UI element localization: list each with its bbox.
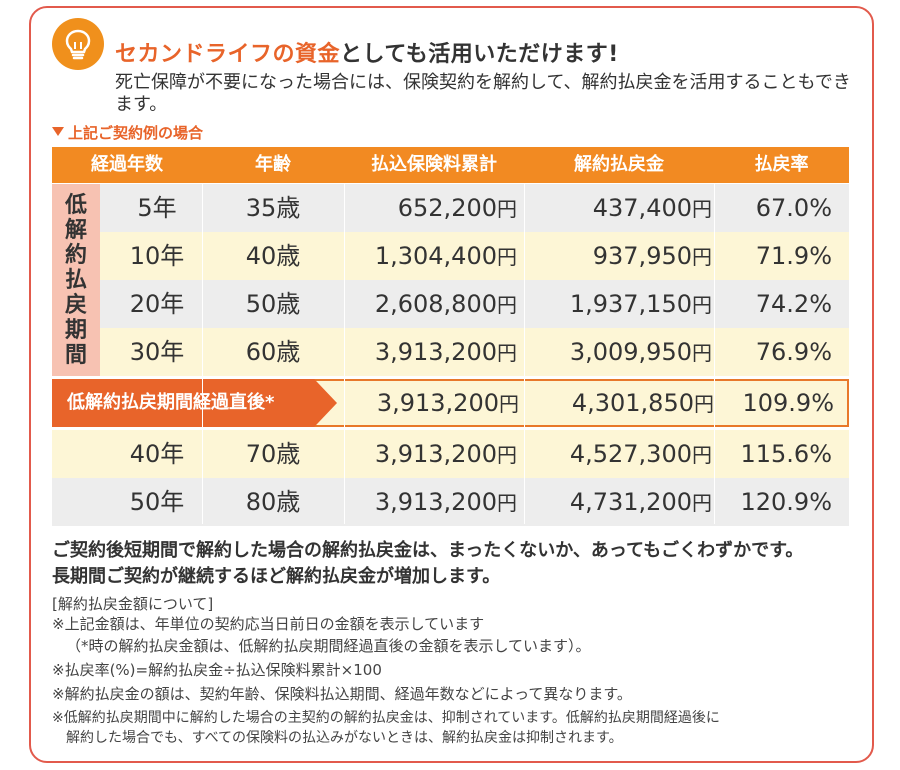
table-row: 10年 40歳 1,304,400円 937,950円 71.9%: [52, 232, 849, 280]
cell-paid: 1,304,400円: [374, 242, 517, 270]
cell-paid: 3,913,200円: [374, 488, 517, 516]
header-refund: 解約払戻金: [574, 154, 664, 175]
cell-age: 50歳: [245, 290, 301, 318]
cell-paid: 3,913,200円: [376, 389, 519, 417]
header-age: 年齢: [255, 154, 291, 175]
cell-age: 60歳: [245, 338, 301, 366]
cell-rate: 115.6%: [740, 440, 832, 468]
cell-age: 40歳: [245, 242, 301, 270]
note-line: 解約した場合でも、すべての保険料の払込みがないときは、解約払戻金は抑制されます。: [66, 730, 623, 746]
summary-line: 長期間ご契約が継続するほど解約払戻金が増加します。: [52, 566, 501, 587]
cell-age: 80歳: [245, 488, 301, 516]
heading-rest: としても活用いただけます!: [340, 42, 619, 67]
summary-line: ご契約後短期間で解約した場合の解約払戻金は、まったくないか、あってもごくわずかで…: [52, 540, 804, 561]
highlight-label: 低解約払戻期間経過直後*: [52, 379, 337, 427]
table-row: 40年 70歳 3,913,200円 4,527,300円 115.6%: [52, 430, 849, 478]
sidebar-char: 払: [64, 267, 87, 293]
cell-rate: 120.9%: [740, 488, 832, 516]
cell-refund: 1,937,150円: [569, 290, 712, 318]
cell-refund: 437,400円: [592, 194, 712, 222]
note-line: ※解約払戻金の額は、契約年齢、保険料払込期間、経過年数などによって異なります。: [52, 685, 632, 703]
cell-rate: 71.9%: [755, 242, 832, 270]
header-rate: 払戻率: [754, 154, 809, 175]
example-label-text: 上記ご契約例の場合: [68, 124, 204, 142]
cell-years: 40年: [129, 440, 185, 468]
cell-age: 70歳: [245, 440, 301, 468]
cell-years: 30年: [129, 338, 185, 366]
cell-rate: 109.9%: [742, 389, 834, 417]
lightbulb-icon: [52, 18, 104, 70]
note-line: ※払戻率(%)=解約払戻金÷払込保険料累計×100: [52, 661, 382, 679]
table-row: 20年 50歳 2,608,800円 1,937,150円 74.2%: [52, 280, 849, 328]
cell-refund: 4,301,850円: [571, 389, 714, 417]
note-line: （*時の解約払戻金額は、低解約払戻期間経過直後の金額を表示しています）。: [66, 637, 591, 655]
header-years: 経過年数: [91, 154, 163, 175]
cell-paid: 3,913,200円: [374, 338, 517, 366]
sidebar-char: 間: [64, 342, 87, 368]
intro-text: 死亡保障が不要になった場合には、保険契約を解約して、解約払戻金を活用することもで…: [115, 72, 851, 115]
sidebar-char: 解: [64, 217, 87, 243]
column-divider: [202, 184, 203, 524]
table-row: 50年 80歳 3,913,200円 4,731,200円 120.9%: [52, 478, 849, 526]
cell-years: 5年: [137, 194, 177, 222]
low-refund-period-label: 低解約払戻期間: [52, 184, 100, 376]
header-paid: 払込保険料累計: [371, 154, 497, 175]
sidebar-char: 低: [64, 192, 87, 218]
cell-rate: 76.9%: [755, 338, 832, 366]
summary-text: ご契約後短期間で解約した場合の解約払戻金は、まったくないか、あってもごくわずかで…: [52, 538, 803, 590]
column-divider: [714, 184, 715, 524]
cell-years: 10年: [129, 242, 185, 270]
cell-years: 50年: [129, 488, 185, 516]
note-line: ※低解約払戻期間中に解約した場合の主契約の解約払戻金は、抑制されています。低解約…: [52, 710, 720, 726]
sidebar-char: 戻: [64, 292, 87, 318]
cell-refund: 937,950円: [592, 242, 712, 270]
cell-refund: 4,527,300円: [569, 440, 712, 468]
column-divider: [344, 184, 345, 524]
example-label: 上記ご契約例の場合: [52, 122, 203, 143]
cell-rate: 67.0%: [755, 194, 832, 222]
triangle-down-icon: [52, 127, 64, 136]
highlight-row: 低解約払戻期間経過直後* 3,913,200円 4,301,850円 109.9…: [52, 379, 849, 427]
note-line: ※上記金額は、年単位の契約応当日前日の金額を表示しています: [52, 615, 485, 633]
cell-paid: 3,913,200円: [374, 440, 517, 468]
cell-age: 35歳: [245, 194, 301, 222]
cell-rate: 74.2%: [755, 290, 832, 318]
heading-accent: セカンドライフの資金: [115, 42, 341, 67]
table-header: 経過年数 年齢 払込保険料累計 解約払戻金 払戻率: [52, 147, 849, 183]
table-row: 5年 35歳 652,200円 437,400円 67.0%: [52, 184, 849, 232]
sidebar-char: 期: [64, 317, 87, 343]
cell-paid: 2,608,800円: [374, 290, 517, 318]
cell-paid: 652,200円: [397, 194, 517, 222]
notes-title: [解約払戻金額について]: [52, 595, 214, 613]
section-heading: セカンドライフの資金としても活用いただけます!: [115, 36, 619, 68]
column-divider: [524, 184, 525, 524]
table-row: 30年 60歳 3,913,200円 3,009,950円 76.9%: [52, 328, 849, 376]
cell-refund: 3,009,950円: [569, 338, 712, 366]
cell-years: 20年: [129, 290, 185, 318]
cell-refund: 4,731,200円: [569, 488, 712, 516]
sidebar-char: 約: [64, 242, 87, 268]
